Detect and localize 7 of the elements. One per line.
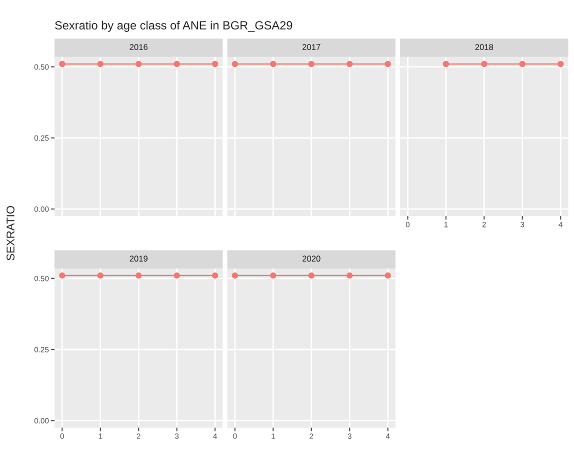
chart-subtitle: 2019 [130,256,148,262]
y-axis-title: SEXRATIO [6,206,14,260]
chart-title: Sexratio by age class of ANE in BGR_GSA29 [55,20,292,32]
chart-subtitle: 2017 [302,44,320,50]
chart-subtitle: 2016 [130,44,148,50]
chart-subtitle: 2018 [475,44,494,50]
chart-subtitle: 2020 [302,256,320,262]
